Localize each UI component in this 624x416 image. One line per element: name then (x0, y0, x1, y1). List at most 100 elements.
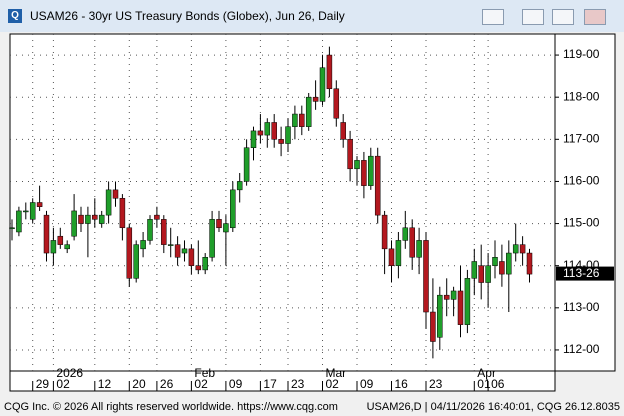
candle-body (354, 160, 360, 170)
y-tick-label: 115-00 (563, 216, 600, 230)
candle-body (416, 240, 422, 258)
candle-body (216, 219, 222, 229)
x-tick-label: 16 (395, 377, 409, 391)
x-group-label: Apr (477, 366, 496, 380)
candle-body (402, 227, 409, 241)
candle-body (333, 88, 340, 119)
candle-body (271, 122, 277, 140)
candle-body (85, 214, 91, 224)
candle-body (9, 227, 15, 230)
candle-body (98, 214, 105, 224)
copyright: CQG Inc. © 2026 All rights reserved worl… (4, 401, 338, 413)
candle-body (492, 257, 498, 266)
candle-body (167, 244, 174, 246)
candle-body (464, 278, 471, 325)
x-group-label: 2026 (56, 366, 83, 380)
candle-body (243, 147, 250, 182)
candle-body (174, 244, 181, 258)
last-price-box (556, 266, 614, 281)
candle-body (388, 248, 395, 266)
candle-body (340, 122, 346, 140)
y-tick-label: 118-00 (563, 89, 600, 103)
candle-body (57, 235, 64, 245)
candle-body (36, 202, 43, 207)
candle-body (140, 240, 146, 250)
title-bar: Q USAM26 - 30yr US Treasury Bonds (Globe… (0, 0, 624, 32)
candle-body (319, 67, 326, 102)
candle-body (278, 139, 284, 144)
window-title: USAM26 - 30yr US Treasury Bonds (Globex)… (30, 9, 345, 23)
candle-body (43, 214, 50, 254)
candle-body (512, 244, 519, 254)
footer: CQG Inc. © 2026 All rights reserved worl… (0, 398, 624, 416)
x-tick-label: 29 (36, 377, 50, 391)
candle-body (112, 189, 119, 199)
candle-body (506, 252, 512, 275)
status: USAM26,D | 04/11/2026 16:40:01, CQG 26.1… (366, 401, 620, 413)
candle-body (64, 244, 70, 250)
x-tick-label: 17 (263, 377, 277, 391)
candle-body (478, 265, 484, 283)
candle-body (119, 198, 126, 229)
candle-body (188, 248, 195, 266)
candle-body (457, 290, 464, 325)
candle-body (223, 223, 229, 233)
candle-body (264, 122, 271, 136)
x-tick-label: 23 (291, 377, 305, 391)
candle-body (312, 96, 319, 102)
candle-body (361, 160, 367, 186)
minimize-button[interactable] (522, 9, 544, 25)
candle-body (409, 227, 415, 258)
x-group-label: Feb (194, 366, 215, 380)
candle-body (471, 261, 478, 279)
date-axis (9, 370, 556, 392)
candle-body (154, 214, 160, 220)
candle-body (161, 219, 167, 245)
y-tick-label: 112-00 (563, 342, 600, 356)
candle-body (195, 265, 202, 271)
candle-body (29, 202, 36, 220)
close-button[interactable] (584, 9, 606, 25)
x-tick-label: 02 (194, 377, 208, 391)
candle-body (374, 155, 381, 216)
candle-body (326, 54, 333, 90)
candle-body (236, 181, 243, 191)
x-tick-label: 02 (326, 377, 340, 391)
candle-body (202, 257, 208, 271)
candle-body (209, 219, 215, 258)
x-tick-label: 09 (229, 377, 243, 391)
candle-body (78, 214, 84, 224)
chart: 112-00113-00114-00115-00116-00117-00118-… (9, 33, 616, 392)
candle-body (443, 294, 450, 300)
candle-body (71, 210, 77, 237)
x-tick-label: 02 (56, 377, 70, 391)
link-button[interactable] (482, 9, 504, 25)
candle-body (499, 261, 505, 275)
maximize-button[interactable] (552, 9, 574, 25)
x-tick-label: 23 (429, 377, 443, 391)
candle-body (23, 210, 29, 213)
candle-body (347, 139, 353, 170)
x-tick-label: 09 (360, 377, 374, 391)
candle-body (485, 265, 491, 283)
y-tick-label: 119-00 (563, 47, 600, 61)
y-tick-label: 113-00 (563, 300, 600, 314)
price-axis (554, 33, 616, 372)
x-tick-label: 26 (160, 377, 174, 391)
x-tick-label: 20 (132, 377, 146, 391)
candle-body (423, 240, 429, 313)
candle-body (305, 96, 312, 127)
candle-body (181, 248, 188, 254)
candle-body (250, 130, 257, 148)
candle-body (437, 294, 443, 338)
candle-body (292, 113, 298, 127)
candle-body (257, 130, 264, 136)
candle-body (105, 189, 112, 216)
last-price-label: 113-26 (563, 266, 600, 280)
candle-body (395, 240, 402, 266)
candle-body (519, 244, 526, 254)
candle-body (285, 126, 291, 144)
y-tick-label: 116-00 (563, 174, 600, 188)
candle-body (526, 252, 533, 275)
